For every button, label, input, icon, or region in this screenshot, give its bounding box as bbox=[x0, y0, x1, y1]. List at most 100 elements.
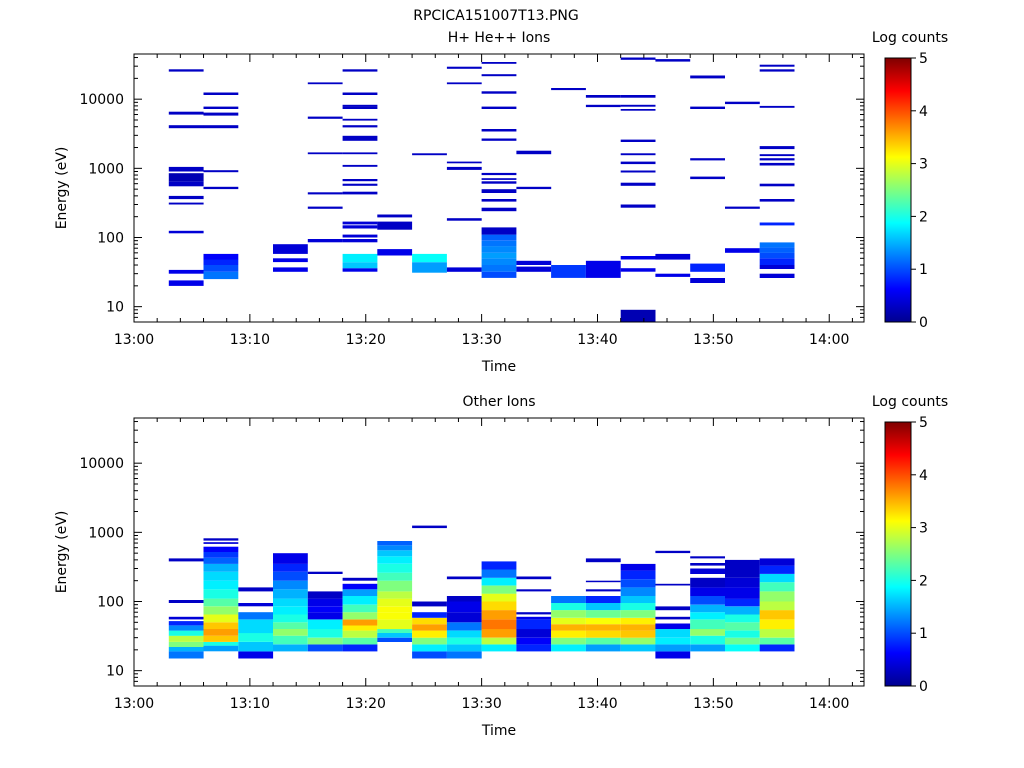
heatmap-cell bbox=[412, 651, 447, 659]
heatmap-cell bbox=[620, 596, 656, 603]
heatmap-cell bbox=[446, 66, 482, 69]
y-tick-label: 100 bbox=[97, 230, 124, 246]
heatmap-cell bbox=[655, 623, 691, 629]
x-tick-label: 14:00 bbox=[809, 696, 849, 712]
heatmap-cell bbox=[273, 606, 308, 615]
heatmap-cell bbox=[725, 644, 760, 652]
heatmap-cell bbox=[238, 642, 274, 652]
heatmap-cell bbox=[759, 183, 795, 187]
heatmap-cell bbox=[203, 253, 239, 260]
heatmap-cell bbox=[168, 181, 204, 187]
heatmap-cell bbox=[342, 625, 378, 631]
heatmap-cell bbox=[620, 587, 656, 596]
heatmap-cell bbox=[273, 244, 308, 254]
heatmap-cell bbox=[307, 82, 343, 85]
heatmap-cell bbox=[759, 199, 795, 202]
heatmap-cell bbox=[307, 629, 343, 638]
heatmap-cell bbox=[620, 309, 656, 322]
heatmap-cell bbox=[377, 572, 413, 581]
x-tick-label: 13:20 bbox=[346, 696, 386, 712]
heatmap-cell bbox=[725, 598, 760, 607]
heatmap-cell bbox=[759, 574, 795, 583]
heatmap-cell bbox=[273, 614, 308, 623]
heatmap-cell bbox=[725, 101, 760, 105]
heatmap-cell bbox=[412, 644, 447, 652]
heatmap-cell bbox=[481, 172, 517, 176]
heatmap-cell bbox=[203, 92, 239, 95]
heatmap-cell bbox=[342, 179, 378, 182]
heatmap-cell bbox=[585, 558, 621, 563]
heatmap-cell bbox=[690, 604, 725, 613]
heatmap-cell bbox=[203, 635, 239, 642]
heatmap-cell bbox=[516, 186, 552, 190]
colorbar-tick-label: 5 bbox=[919, 51, 928, 67]
heatmap-cell bbox=[238, 603, 274, 607]
heatmap-cell bbox=[273, 629, 308, 636]
heatmap-cell bbox=[203, 580, 239, 590]
heatmap-cell bbox=[481, 240, 517, 247]
heatmap-cell bbox=[620, 630, 656, 638]
heatmap-cell bbox=[412, 601, 447, 607]
heatmap-cell bbox=[168, 173, 204, 182]
heatmap-cell bbox=[203, 546, 239, 552]
x-tick-label: 13:50 bbox=[693, 696, 733, 712]
heatmap-cell bbox=[412, 630, 447, 638]
heatmap-cell bbox=[168, 111, 204, 115]
heatmap-cell bbox=[238, 619, 274, 634]
x-tick-label: 13:30 bbox=[461, 332, 501, 348]
heatmap-cell bbox=[551, 610, 586, 618]
heatmap-cell bbox=[342, 183, 378, 186]
heatmap-cell bbox=[203, 629, 239, 636]
heatmap-cell bbox=[273, 553, 308, 564]
y-tick-label: 1000 bbox=[88, 161, 124, 177]
heatmap-cell bbox=[690, 278, 725, 283]
heatmap-cell bbox=[516, 644, 552, 652]
heatmap-cell bbox=[551, 637, 586, 645]
heatmap-cell bbox=[168, 642, 204, 647]
heatmap-cell bbox=[342, 135, 378, 139]
heatmap-cell bbox=[168, 166, 204, 172]
heatmap-cell bbox=[412, 253, 447, 263]
heatmap-cells bbox=[168, 525, 795, 659]
heatmap-cell bbox=[759, 64, 795, 67]
heatmap-cell bbox=[377, 612, 413, 620]
panel-2: 13:00 13:10 13:20 13:30 13:40 13:50 14:0010100… bbox=[54, 394, 948, 739]
heatmap-cell bbox=[481, 258, 517, 265]
heatmap-cell bbox=[203, 106, 239, 109]
heatmap-cell bbox=[446, 651, 482, 659]
heatmap-cell bbox=[620, 624, 656, 631]
x-tick-label: 13:10 bbox=[230, 696, 270, 712]
heatmap-cell bbox=[342, 612, 378, 620]
heatmap-cell bbox=[725, 606, 760, 615]
heatmap-cell bbox=[203, 552, 239, 558]
heatmap-cell bbox=[759, 273, 795, 278]
heatmap-cell bbox=[690, 619, 725, 630]
heatmap-cell bbox=[690, 75, 725, 79]
heatmap-cell bbox=[551, 596, 586, 603]
heatmap-cell bbox=[307, 637, 343, 645]
heatmap-cell bbox=[342, 596, 378, 605]
heatmap-cell bbox=[759, 252, 795, 259]
heatmap-cell bbox=[377, 591, 413, 599]
heatmap-cell bbox=[481, 265, 517, 272]
heatmap-cell bbox=[725, 587, 760, 599]
heatmap-cell bbox=[690, 563, 725, 566]
heatmap-cell bbox=[620, 579, 656, 588]
heatmap-cell bbox=[759, 582, 795, 592]
heatmap-cell bbox=[620, 109, 656, 111]
heatmap-cell bbox=[481, 271, 517, 278]
heatmap-cell bbox=[412, 525, 447, 529]
y-tick-label: 10 bbox=[106, 664, 124, 680]
heatmap-cell bbox=[620, 617, 656, 625]
heatmap-cell bbox=[725, 559, 760, 569]
y-tick-label: 10000 bbox=[79, 456, 124, 472]
heatmap-cell bbox=[481, 199, 517, 202]
heatmap-cell bbox=[585, 95, 621, 98]
heatmap-cell bbox=[342, 191, 378, 195]
heatmap-cell bbox=[516, 266, 552, 272]
heatmap-cell bbox=[759, 637, 795, 645]
heatmap-cell bbox=[238, 587, 274, 592]
y-tick-label: 10000 bbox=[79, 92, 124, 108]
colorbar-tick-label: 0 bbox=[919, 315, 928, 331]
heatmap-cell bbox=[307, 612, 343, 620]
